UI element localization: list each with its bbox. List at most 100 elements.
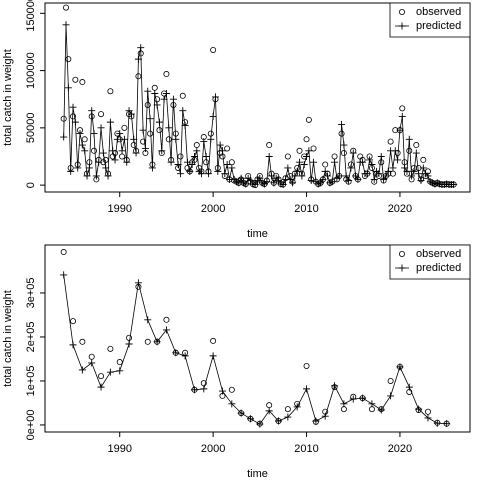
observed-point [210,46,217,53]
observed-point [399,105,406,112]
predicted-point [321,412,329,420]
y-tick-label: 2e+05 [25,322,37,353]
predicted-point [370,175,378,183]
predicted-point [405,383,413,391]
predicted-point [368,400,376,408]
predicted-point [289,179,297,187]
predicted-point [293,403,301,411]
predicted-point [349,395,357,403]
x-tick-label: 2010 [294,203,318,215]
predicted-point [396,126,404,134]
panel: 1990 2000 2010 2020 time 0e+00 1e+05 2e+05 3e+05… [2,244,471,480]
predicted-point [134,279,142,287]
predicted-point [202,152,210,160]
predicted-point [60,133,68,141]
observed-point [340,150,347,157]
observed-point [81,136,88,143]
predicted-point [359,158,367,166]
legend-box [389,244,471,280]
predicted-point [62,21,70,29]
predicted-point [186,167,194,175]
predicted-point [92,172,100,180]
predicted-point [67,167,75,175]
predicted-point [263,178,271,186]
observed-point [126,334,133,341]
predicted-point [415,170,423,178]
predicted-point [183,158,191,166]
predicted-point [116,367,124,375]
observed-point [387,377,394,384]
observed-point [179,92,186,99]
predicted-point [303,385,311,393]
predicted-point [120,135,128,143]
predicted-point [363,170,371,178]
observed-point [63,4,70,11]
legend-marker [398,250,405,257]
predicted-point [354,175,362,183]
predicted-point [134,55,142,63]
legend-label: predicted [416,262,461,274]
predicted-point [256,174,264,182]
observed-point [60,249,67,256]
series-line [63,24,454,186]
predicted-point [125,340,133,348]
predicted-point [265,152,273,160]
predicted-point [137,44,145,52]
observed-point [177,153,184,160]
plot-frame [44,2,471,193]
predicted-point [410,167,418,175]
observed-point [305,116,312,123]
legend: observed predicted [389,2,471,38]
observed-point [322,161,329,168]
legend-box [389,2,471,38]
predicted-point [342,172,350,180]
observed-point [165,136,172,143]
predicted-point [359,394,367,402]
observed-point [210,337,217,344]
predicted-point [279,181,287,189]
predicted-point [412,149,420,157]
predicted-point [118,147,126,155]
predicted-point [76,130,84,138]
predicted-point [296,158,304,166]
predicted-point [169,95,177,103]
observed-point [193,142,200,149]
observed-point [163,316,170,323]
observed-point [79,79,86,86]
predicted-point [69,103,77,111]
predicted-point [172,349,180,357]
predicted-point [64,84,72,92]
predicted-point [321,167,329,175]
predicted-point [207,135,215,143]
observed-point [303,136,310,143]
observed-point [296,147,303,154]
predicted-point [78,366,86,374]
predicted-point [433,419,441,427]
observed-point [224,145,231,152]
predicted-point [102,164,110,172]
predicted-point [408,172,416,180]
predicted-point [300,161,308,169]
predicted-point [307,177,315,185]
predicted-point [228,400,236,408]
predicted-point [153,338,161,346]
predicted-point [106,118,114,126]
legend-marker [398,8,405,15]
observed-point [144,101,151,108]
observed-point [413,142,420,149]
observed-point [98,111,105,118]
observed-point [79,338,86,345]
observed-point [163,71,170,78]
predicted-point [349,149,357,157]
legend-label: predicted [416,20,461,32]
predicted-point [60,271,68,279]
series-line [63,274,447,425]
predicted-point [200,385,208,393]
predicted-point [403,167,411,175]
y-tick-label: 3e+05 [25,278,37,309]
x-tick-label: 2010 [294,443,318,455]
observed-point [310,145,317,152]
predicted-point [162,326,170,334]
predicted-point [340,400,348,408]
